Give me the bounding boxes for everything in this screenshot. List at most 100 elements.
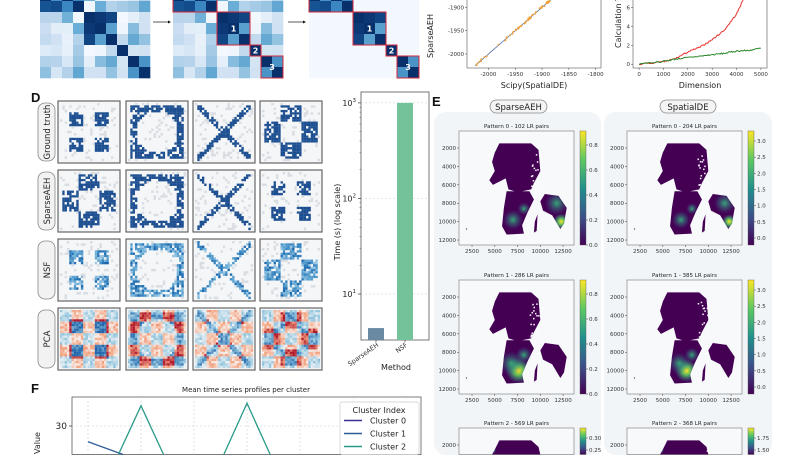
- tile-cell: [62, 202, 65, 205]
- tile-cell: [172, 344, 175, 348]
- tile-cell: [97, 261, 100, 265]
- tile-cell: [227, 126, 230, 129]
- tile-cell: [73, 142, 77, 145]
- tile-cell: [308, 273, 311, 276]
- tile-cell: [181, 151, 184, 155]
- tile-cell: [299, 209, 302, 212]
- matrix-cell: [364, 34, 376, 46]
- tile-cell: [115, 330, 119, 334]
- tile-cell: [71, 264, 75, 267]
- matrix-cell: [250, 0, 262, 2]
- tile-cell: [83, 223, 86, 226]
- tile-cell: [99, 126, 102, 129]
- tile-cell: [213, 142, 216, 145]
- tile-cell: [225, 273, 228, 276]
- tile-cell: [199, 312, 203, 315]
- tile-cell: [172, 213, 175, 217]
- tile-cell: [246, 107, 249, 111]
- tile-cell: [308, 218, 311, 221]
- tile-cell: [134, 247, 138, 251]
- tile-cell: [62, 310, 65, 313]
- tile-cell: [306, 140, 309, 143]
- tile-cell: [78, 328, 81, 331]
- tile-cell: [151, 176, 154, 180]
- tile-cell: [299, 156, 302, 159]
- matrix-cell: [73, 34, 85, 46]
- tile-cell: [236, 257, 240, 260]
- tile-cell: [201, 247, 205, 251]
- tile-cell: [243, 109, 247, 113]
- tile-cell: [130, 363, 133, 366]
- tile-cell: [174, 287, 177, 290]
- tile-cell: [218, 310, 221, 313]
- tile-cell: [128, 285, 131, 288]
- tile-cell: [181, 190, 184, 193]
- tile-cell: [308, 123, 311, 127]
- tile-cell: [104, 349, 107, 352]
- tile-cell: [197, 328, 200, 331]
- tile-cell: [113, 204, 116, 207]
- tile-cell: [181, 211, 184, 214]
- tile-cell: [130, 354, 133, 357]
- tile-cell: [227, 151, 230, 155]
- tile-cell: [106, 349, 109, 352]
- tile-cell: [313, 105, 316, 108]
- tile-cell: [299, 257, 302, 260]
- tile-cell: [148, 365, 152, 369]
- tile-cell: [108, 347, 112, 350]
- tile-cell: [264, 261, 267, 265]
- tile-cell: [234, 280, 237, 283]
- tile-cell: [66, 337, 70, 341]
- tile-cell: [280, 216, 283, 219]
- tile-cell: [130, 216, 133, 219]
- tile-cell: [94, 204, 98, 207]
- tile-cell: [94, 147, 98, 150]
- tile-cell: [132, 358, 136, 362]
- tile-cell: [250, 112, 254, 115]
- tile-cell: [106, 252, 109, 256]
- tile-cell: [97, 149, 100, 152]
- matrix-cell: [375, 1, 387, 13]
- tile-cell: [179, 282, 182, 286]
- tile-cell: [176, 178, 180, 182]
- tile-cell: [306, 259, 309, 262]
- tile-cell: [181, 192, 184, 196]
- tile-cell: [232, 190, 235, 193]
- tile-cell: [104, 282, 107, 286]
- tile-cell: [106, 363, 109, 366]
- tile-cell: [239, 323, 242, 327]
- tile-cell: [169, 285, 173, 288]
- tile-cell: [167, 188, 170, 191]
- tile-cell: [208, 328, 212, 331]
- tile-cell: [101, 252, 105, 256]
- tile-cell: [160, 105, 163, 108]
- tile-cell: [162, 354, 166, 357]
- tile-cell: [174, 218, 177, 221]
- tile-cell: [69, 259, 72, 262]
- tile-cell: [313, 278, 316, 281]
- tile-cell: [181, 250, 184, 253]
- row-label-pill-bg: [37, 240, 56, 300]
- matrix-cell: [309, 1, 321, 13]
- tile-cell: [248, 204, 251, 207]
- tile-cell: [317, 158, 321, 162]
- tile-cell: [271, 133, 274, 136]
- tile-cell: [310, 264, 314, 267]
- tile-cell: [146, 247, 149, 251]
- tile-cell: [213, 321, 216, 325]
- tile-cell: [218, 264, 221, 267]
- tile-cell: [303, 213, 307, 217]
- tile-cell: [278, 137, 281, 141]
- tile-cell: [275, 268, 279, 272]
- tile-cell: [215, 140, 219, 143]
- tile-cell: [294, 144, 297, 148]
- tile-cell: [273, 135, 277, 138]
- tile-cell: [162, 326, 166, 329]
- tile-cell: [303, 227, 307, 231]
- tile-cell: [94, 340, 98, 343]
- tile-cell: [181, 314, 184, 318]
- tile-cell: [179, 206, 182, 210]
- tile-cell: [87, 252, 91, 256]
- tile-cell: [104, 147, 107, 150]
